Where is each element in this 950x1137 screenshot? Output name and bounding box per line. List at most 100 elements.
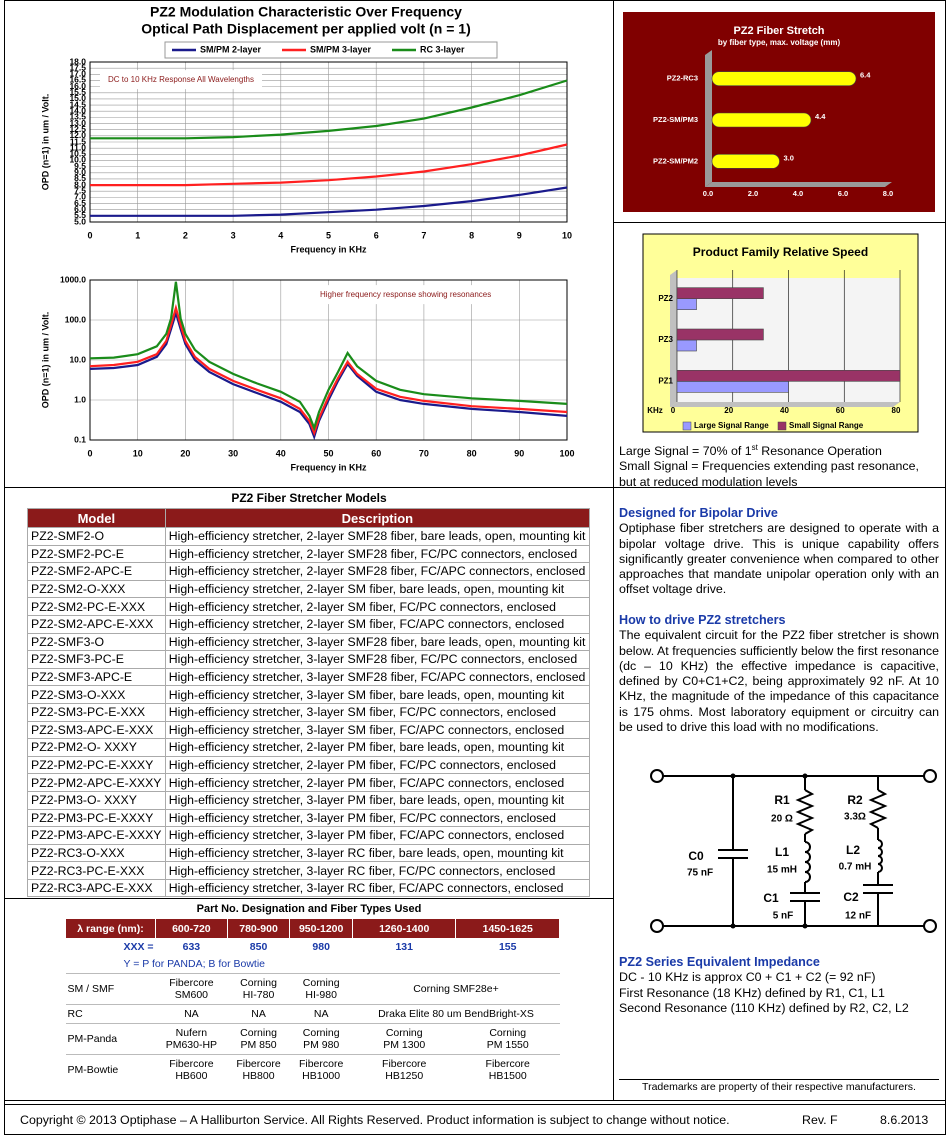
y-tick-label: 8.0 bbox=[74, 179, 86, 189]
frame-line bbox=[945, 0, 946, 1135]
section-heading: Designed for Bipolar Drive bbox=[619, 506, 778, 520]
table-title: PZ2 Fiber Stretcher Models bbox=[231, 491, 387, 505]
table-row: PZ2-SM3-APC-E-XXX High-efficiency stretch… bbox=[27, 720, 591, 740]
x-tick-label: 7 bbox=[421, 230, 426, 240]
table-cell: PZ2-SM3-APC-E-XXX bbox=[27, 720, 166, 740]
annotation: DC to 10 KHz Response All Wavelengths bbox=[108, 75, 254, 84]
code-cell: 850 bbox=[249, 941, 268, 953]
impedance-section: PZ2 Series Equivalent Impedance DC - 10 … bbox=[619, 955, 939, 1016]
annotation-box bbox=[100, 70, 262, 90]
cell-line: SM600 bbox=[174, 989, 209, 1001]
cell-line: Fibercore bbox=[236, 1058, 281, 1070]
copyright: Copyright © 2013 Optiphase – A Halliburt… bbox=[20, 1113, 730, 1127]
category-label: PZ2 bbox=[658, 294, 673, 303]
table-cell: Fibercore HB1000 bbox=[289, 1054, 353, 1085]
table-row: PZ2-PM3-O- XXXY High-efficiency stretcher… bbox=[27, 790, 591, 810]
table-cell: PZ2-RC3-O-XXX bbox=[27, 843, 166, 863]
frame-line bbox=[4, 1100, 946, 1101]
cell-line: HI-980 bbox=[305, 989, 337, 1001]
table-cell: High-efficiency stretcher, 2-layer SM fi… bbox=[164, 614, 591, 634]
x-tick-label: 90 bbox=[514, 448, 524, 458]
plot-floor bbox=[705, 182, 892, 187]
chart-subtitle: Optical Path Displacement per applied vo… bbox=[141, 21, 470, 37]
table-cell: High-efficiency stretcher, 2-layer SM fi… bbox=[164, 579, 591, 599]
table-cell: High-efficiency stretcher, 2-layer SMF28… bbox=[164, 544, 591, 564]
table-row: SM / SMF Fibercore SM600 Corning HI-780 Corni… bbox=[65, 973, 560, 1005]
component-label: L1 bbox=[775, 845, 789, 859]
series-line bbox=[89, 303, 568, 437]
table-row: PZ2-SMF2-APC-E High-efficiency stretcher,… bbox=[27, 562, 591, 581]
frame-line bbox=[613, 222, 946, 223]
section-heading: PZ2 Series Equivalent Impedance bbox=[619, 955, 820, 969]
plot-wall bbox=[705, 50, 712, 187]
table-cell: High-efficiency stretcher, 2-layer SMF28… bbox=[164, 527, 591, 546]
x-tick-label: 4.0 bbox=[793, 189, 803, 198]
bar bbox=[711, 154, 780, 169]
legend-label: Large Signal Range bbox=[694, 421, 769, 430]
x-tick-label: 30 bbox=[228, 448, 238, 458]
trademark: Trademarks are property of their respect… bbox=[619, 1079, 939, 1093]
note-sup: st bbox=[751, 443, 758, 452]
x-tick-label: 8.0 bbox=[883, 189, 893, 198]
plot-wall bbox=[670, 270, 677, 407]
cell-line: Corning bbox=[240, 1027, 277, 1039]
table-cell: PZ2-PM2-O- XXXY bbox=[27, 738, 166, 757]
code-cell: 633 bbox=[182, 941, 201, 953]
table-cell: High-efficiency stretcher, 2-layer PM fi… bbox=[164, 773, 591, 792]
x-tick-label: 20 bbox=[180, 448, 190, 458]
y-tick-label: 10.5 bbox=[69, 149, 86, 159]
cell-line: Fibercore bbox=[382, 1058, 427, 1070]
header-cell: 600-720 bbox=[155, 918, 228, 939]
category-label: PZ3 bbox=[658, 335, 673, 344]
plot-floor bbox=[670, 402, 900, 407]
impedance-line: Second Resonance (110 KHz) defined by R2… bbox=[619, 1000, 909, 1015]
bar bbox=[676, 287, 764, 299]
frame-line bbox=[4, 898, 614, 899]
table-cell: High-efficiency stretcher, 3-layer SMF28… bbox=[164, 632, 591, 652]
table-cell: NA bbox=[227, 1004, 290, 1024]
y-tick-label: 1.0 bbox=[74, 394, 86, 404]
y-tick-label: 6.0 bbox=[74, 204, 86, 214]
table-row: PZ2-SMF3-PC-E High-efficiency stretcher, … bbox=[27, 650, 591, 669]
x-tick-label: 100 bbox=[559, 448, 574, 458]
legend-label: RC 3-layer bbox=[420, 44, 465, 54]
table-cell: Fibercore SM600 bbox=[155, 973, 228, 1005]
table-row: RC NA NA NA Draka Elite 80 um BendBright-XS bbox=[65, 1004, 560, 1024]
x-tick-label: 60 bbox=[836, 406, 845, 415]
component-label: R1 bbox=[774, 793, 790, 807]
table-cell: Fibercore HB600 bbox=[155, 1054, 228, 1085]
table-cell: Fibercore HB800 bbox=[227, 1054, 290, 1085]
x-tick-label: 6 bbox=[374, 230, 379, 240]
cell-line: Fibercore bbox=[169, 977, 214, 989]
table-cell: PZ2-PM3-PC-E-XXXY bbox=[27, 808, 166, 828]
y-tick-label: 12.5 bbox=[69, 124, 86, 134]
y-tick-label: 14.5 bbox=[69, 99, 86, 109]
table-cell: SM / SMF bbox=[65, 973, 156, 1005]
annotation: Higher frequency response showing resona… bbox=[320, 290, 491, 299]
bar bbox=[676, 370, 901, 382]
table-cell: Fibercore HB1250 bbox=[352, 1054, 456, 1085]
table-cell: RC bbox=[65, 1004, 156, 1024]
cell-line: HB1500 bbox=[488, 1070, 527, 1082]
table-row: PZ2-SM2-PC-E-XXX High-efficiency stretche… bbox=[27, 597, 591, 616]
x-tick-label: 4 bbox=[278, 230, 283, 240]
header-row: Model Description bbox=[27, 508, 591, 528]
table-cell: High-efficiency stretcher, 3-layer SM fi… bbox=[164, 720, 591, 740]
component-value: 75 nF bbox=[687, 868, 713, 879]
table-cell: High-efficiency stretcher, 3-layer SM fi… bbox=[164, 702, 591, 722]
cell-line: PM630-HP bbox=[165, 1039, 218, 1051]
y-tick-label: 13.0 bbox=[69, 118, 86, 128]
table-row: PZ2-SMF2-O High-efficiency stretcher, 2-l… bbox=[27, 527, 591, 546]
x-tick-label: 10 bbox=[562, 230, 572, 240]
section-text: Optiphase fiber stretchers are designed … bbox=[619, 521, 939, 597]
component-value: 12 nF bbox=[845, 911, 871, 922]
x-tick-label: 80 bbox=[467, 448, 477, 458]
table-row: PZ2-SM2-O-XXX High-efficiency stretcher, … bbox=[27, 579, 591, 599]
y-tick-label: 8.5 bbox=[74, 173, 86, 183]
legend-label: Small Signal Range bbox=[789, 421, 864, 430]
table-cell: Corning PM 980 bbox=[289, 1023, 353, 1055]
cell-line: Fibercore bbox=[485, 1058, 530, 1070]
value-label: 3.0 bbox=[784, 153, 794, 162]
note-text: Large Signal = 70% of 1 bbox=[619, 444, 752, 459]
x-tick-label: 2 bbox=[183, 230, 188, 240]
